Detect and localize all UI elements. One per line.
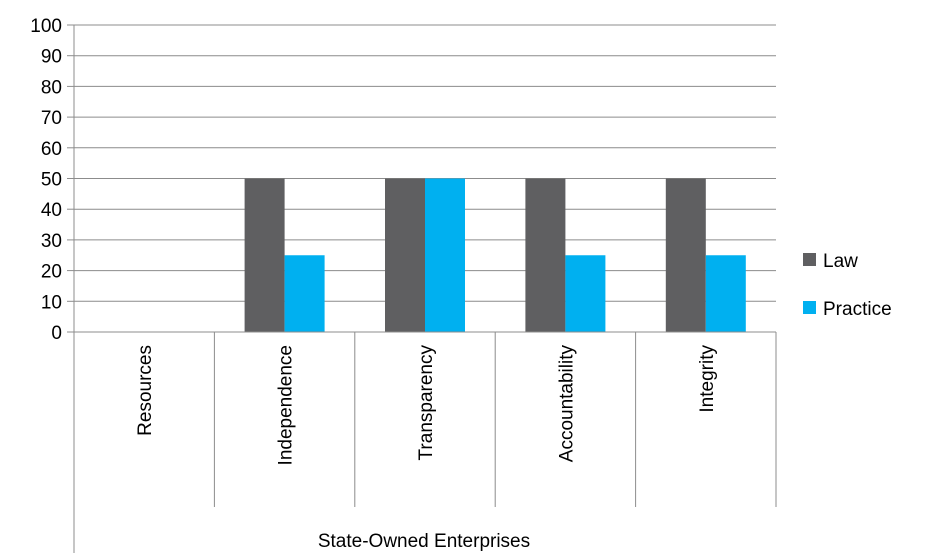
legend-swatch-practice: [803, 301, 816, 314]
y-tick-label: 0: [51, 323, 62, 344]
y-tick-label: 90: [41, 47, 62, 68]
legend: Law Practice: [803, 251, 892, 320]
y-tick-label: 50: [41, 170, 62, 191]
y-tick-label: 60: [41, 139, 62, 160]
legend-swatch-law: [803, 253, 816, 266]
y-tick-label: 30: [41, 231, 62, 252]
category-label: Independence: [276, 345, 297, 465]
y-tick-label: 40: [41, 200, 62, 221]
bar-practice-independence: [284, 255, 325, 332]
bar-law-transparency: [385, 178, 425, 332]
y-tick-label: 80: [41, 77, 62, 98]
bar-law-independence: [244, 178, 285, 332]
bar-law-accountability: [525, 178, 566, 332]
group-label: State-Owned Enterprises: [318, 531, 530, 552]
y-tick-label: 20: [41, 262, 62, 283]
legend-label-practice: Practice: [823, 299, 892, 320]
bar-practice-accountability: [565, 255, 606, 332]
axes: [67, 24, 777, 553]
y-tick-label: 10: [41, 292, 62, 313]
bar-practice-integrity: [705, 255, 746, 332]
bar-practice-transparency: [425, 178, 465, 332]
legend-label-law: Law: [823, 251, 858, 272]
category-labels: Resources Independence Transparency Account…: [135, 345, 718, 466]
y-tick-label: 70: [41, 108, 62, 129]
category-label: Integrity: [697, 345, 718, 413]
y-tick-label: 100: [30, 16, 62, 37]
category-label: Resources: [135, 345, 156, 436]
bars: [244, 178, 746, 332]
category-label: Transparency: [416, 345, 437, 461]
category-label: Accountability: [556, 345, 577, 463]
bar-law-integrity: [665, 178, 706, 332]
y-axis-tick-labels: 0 10 20 30 40 50 60 70 80 90 100: [30, 16, 62, 344]
